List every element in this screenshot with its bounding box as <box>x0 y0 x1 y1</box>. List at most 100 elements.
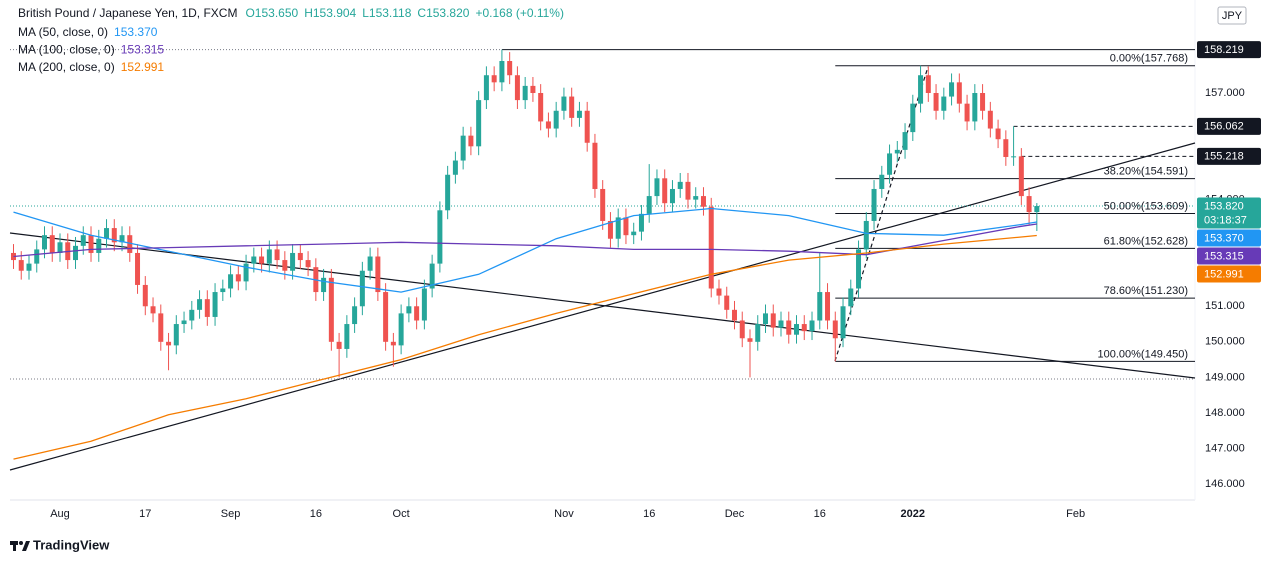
logo-shape <box>22 541 30 551</box>
candle-body <box>468 135 474 147</box>
candle-body <box>662 178 668 204</box>
candle-body <box>755 324 761 342</box>
price-line-badge <box>1197 117 1261 135</box>
last-price-badge <box>1197 197 1261 229</box>
legend-entry: MA (100, close, 0) 153.315 <box>18 43 164 57</box>
candle-body <box>266 249 272 264</box>
candle-body <box>778 320 784 328</box>
fib-level-label: 50.00%(153.609) <box>1104 200 1188 212</box>
ma-badge-text: 153.315 <box>1204 250 1244 262</box>
candle-body <box>375 256 381 293</box>
candle-body <box>801 324 807 332</box>
candle-body <box>367 256 373 271</box>
candle-body <box>483 75 489 101</box>
candle-body <box>871 188 877 221</box>
candle-body <box>708 206 714 289</box>
candle-body <box>189 309 195 321</box>
candle-body <box>856 249 862 289</box>
x-tick-label: 17 <box>139 508 151 520</box>
candle-body <box>135 252 141 285</box>
candle-body <box>390 341 396 346</box>
legend: MA (50, close, 0) 153.370 MA (100, close, … <box>18 25 164 74</box>
chart-header: British Pound / Japanese Yen, 1D, FXCM O1… <box>18 6 564 20</box>
candle-body <box>228 274 234 289</box>
ma-badge-text: 152.991 <box>1204 268 1244 280</box>
candle-body <box>553 110 559 129</box>
candle-body <box>328 277 334 342</box>
legend-value: 152.991 <box>121 60 165 74</box>
candle-body <box>925 75 931 93</box>
candle-body <box>987 110 993 129</box>
currency-label[interactable]: JPY <box>1222 10 1243 22</box>
candle-body <box>18 260 24 271</box>
legend-entry: MA (200, close, 0) 152.991 <box>18 60 164 74</box>
ma-line <box>13 234 1037 460</box>
trendline <box>9 232 1196 379</box>
candle-body <box>840 306 846 339</box>
candle-body <box>545 121 551 129</box>
candle-body <box>359 270 365 307</box>
candle-body <box>809 320 815 332</box>
candle-body <box>235 274 241 282</box>
candle-body <box>96 238 102 253</box>
y-tick-label: 149.000 <box>1205 371 1245 383</box>
candle-body <box>832 320 838 339</box>
candle-body <box>646 196 652 214</box>
candle-body <box>259 256 265 264</box>
candle-body <box>879 174 885 189</box>
countdown-text: 03:18:37 <box>1204 214 1247 226</box>
moving-averages <box>13 207 1037 460</box>
candle-body <box>848 288 854 307</box>
candle-body <box>918 75 924 104</box>
candle-body <box>910 103 916 133</box>
candle-body <box>941 96 947 111</box>
candle-body <box>514 75 520 101</box>
x-tick-label: 2022 <box>901 508 925 520</box>
x-tick-label: Oct <box>393 508 410 520</box>
legend-value: 153.315 <box>121 43 165 57</box>
candle-body <box>26 263 32 271</box>
candle-body <box>731 309 737 321</box>
candle-body <box>274 249 280 261</box>
candle-body <box>1018 156 1024 197</box>
ma-line <box>13 207 1037 293</box>
legend-name: MA (100, close, 0) <box>18 43 115 57</box>
candle-body <box>530 85 536 93</box>
candle-body <box>763 313 769 325</box>
candle-body <box>460 135 466 161</box>
candle-body <box>111 228 117 243</box>
candle-body <box>569 96 575 118</box>
candle-body <box>863 220 869 250</box>
candle-body <box>677 181 683 189</box>
candle-body <box>88 235 94 253</box>
candle-body <box>142 284 148 307</box>
y-tick-label: 157.000 <box>1205 87 1245 99</box>
candle-body <box>452 160 458 175</box>
candle-body <box>739 320 745 339</box>
price-line-badge <box>1197 147 1261 165</box>
x-tick-label: Feb <box>1066 508 1085 520</box>
legend-name: MA (50, close, 0) <box>18 25 108 39</box>
candle-body <box>491 75 497 83</box>
ma-badge <box>1197 229 1261 247</box>
candle-body <box>786 320 792 335</box>
candle-body <box>949 82 955 97</box>
quote-value: H153.904 <box>304 6 356 20</box>
candle-body <box>104 228 110 239</box>
legend-entry: MA (50, close, 0) 153.370 <box>18 25 158 39</box>
fib-level-label: 100.00%(149.450) <box>1097 348 1188 360</box>
candle-body <box>297 252 303 261</box>
candles <box>10 49 1040 378</box>
candle-body <box>615 217 621 239</box>
x-tick-label: 16 <box>643 508 655 520</box>
x-tick-label: 16 <box>814 508 826 520</box>
price-line-badge-text: 155.218 <box>1204 151 1244 163</box>
currency-box[interactable] <box>1217 6 1247 25</box>
logo-shape <box>13 541 16 551</box>
candle-body <box>499 61 505 83</box>
logo-shape <box>19 541 23 545</box>
y-tick-label: 147.000 <box>1205 442 1245 454</box>
candle-body <box>321 277 327 293</box>
